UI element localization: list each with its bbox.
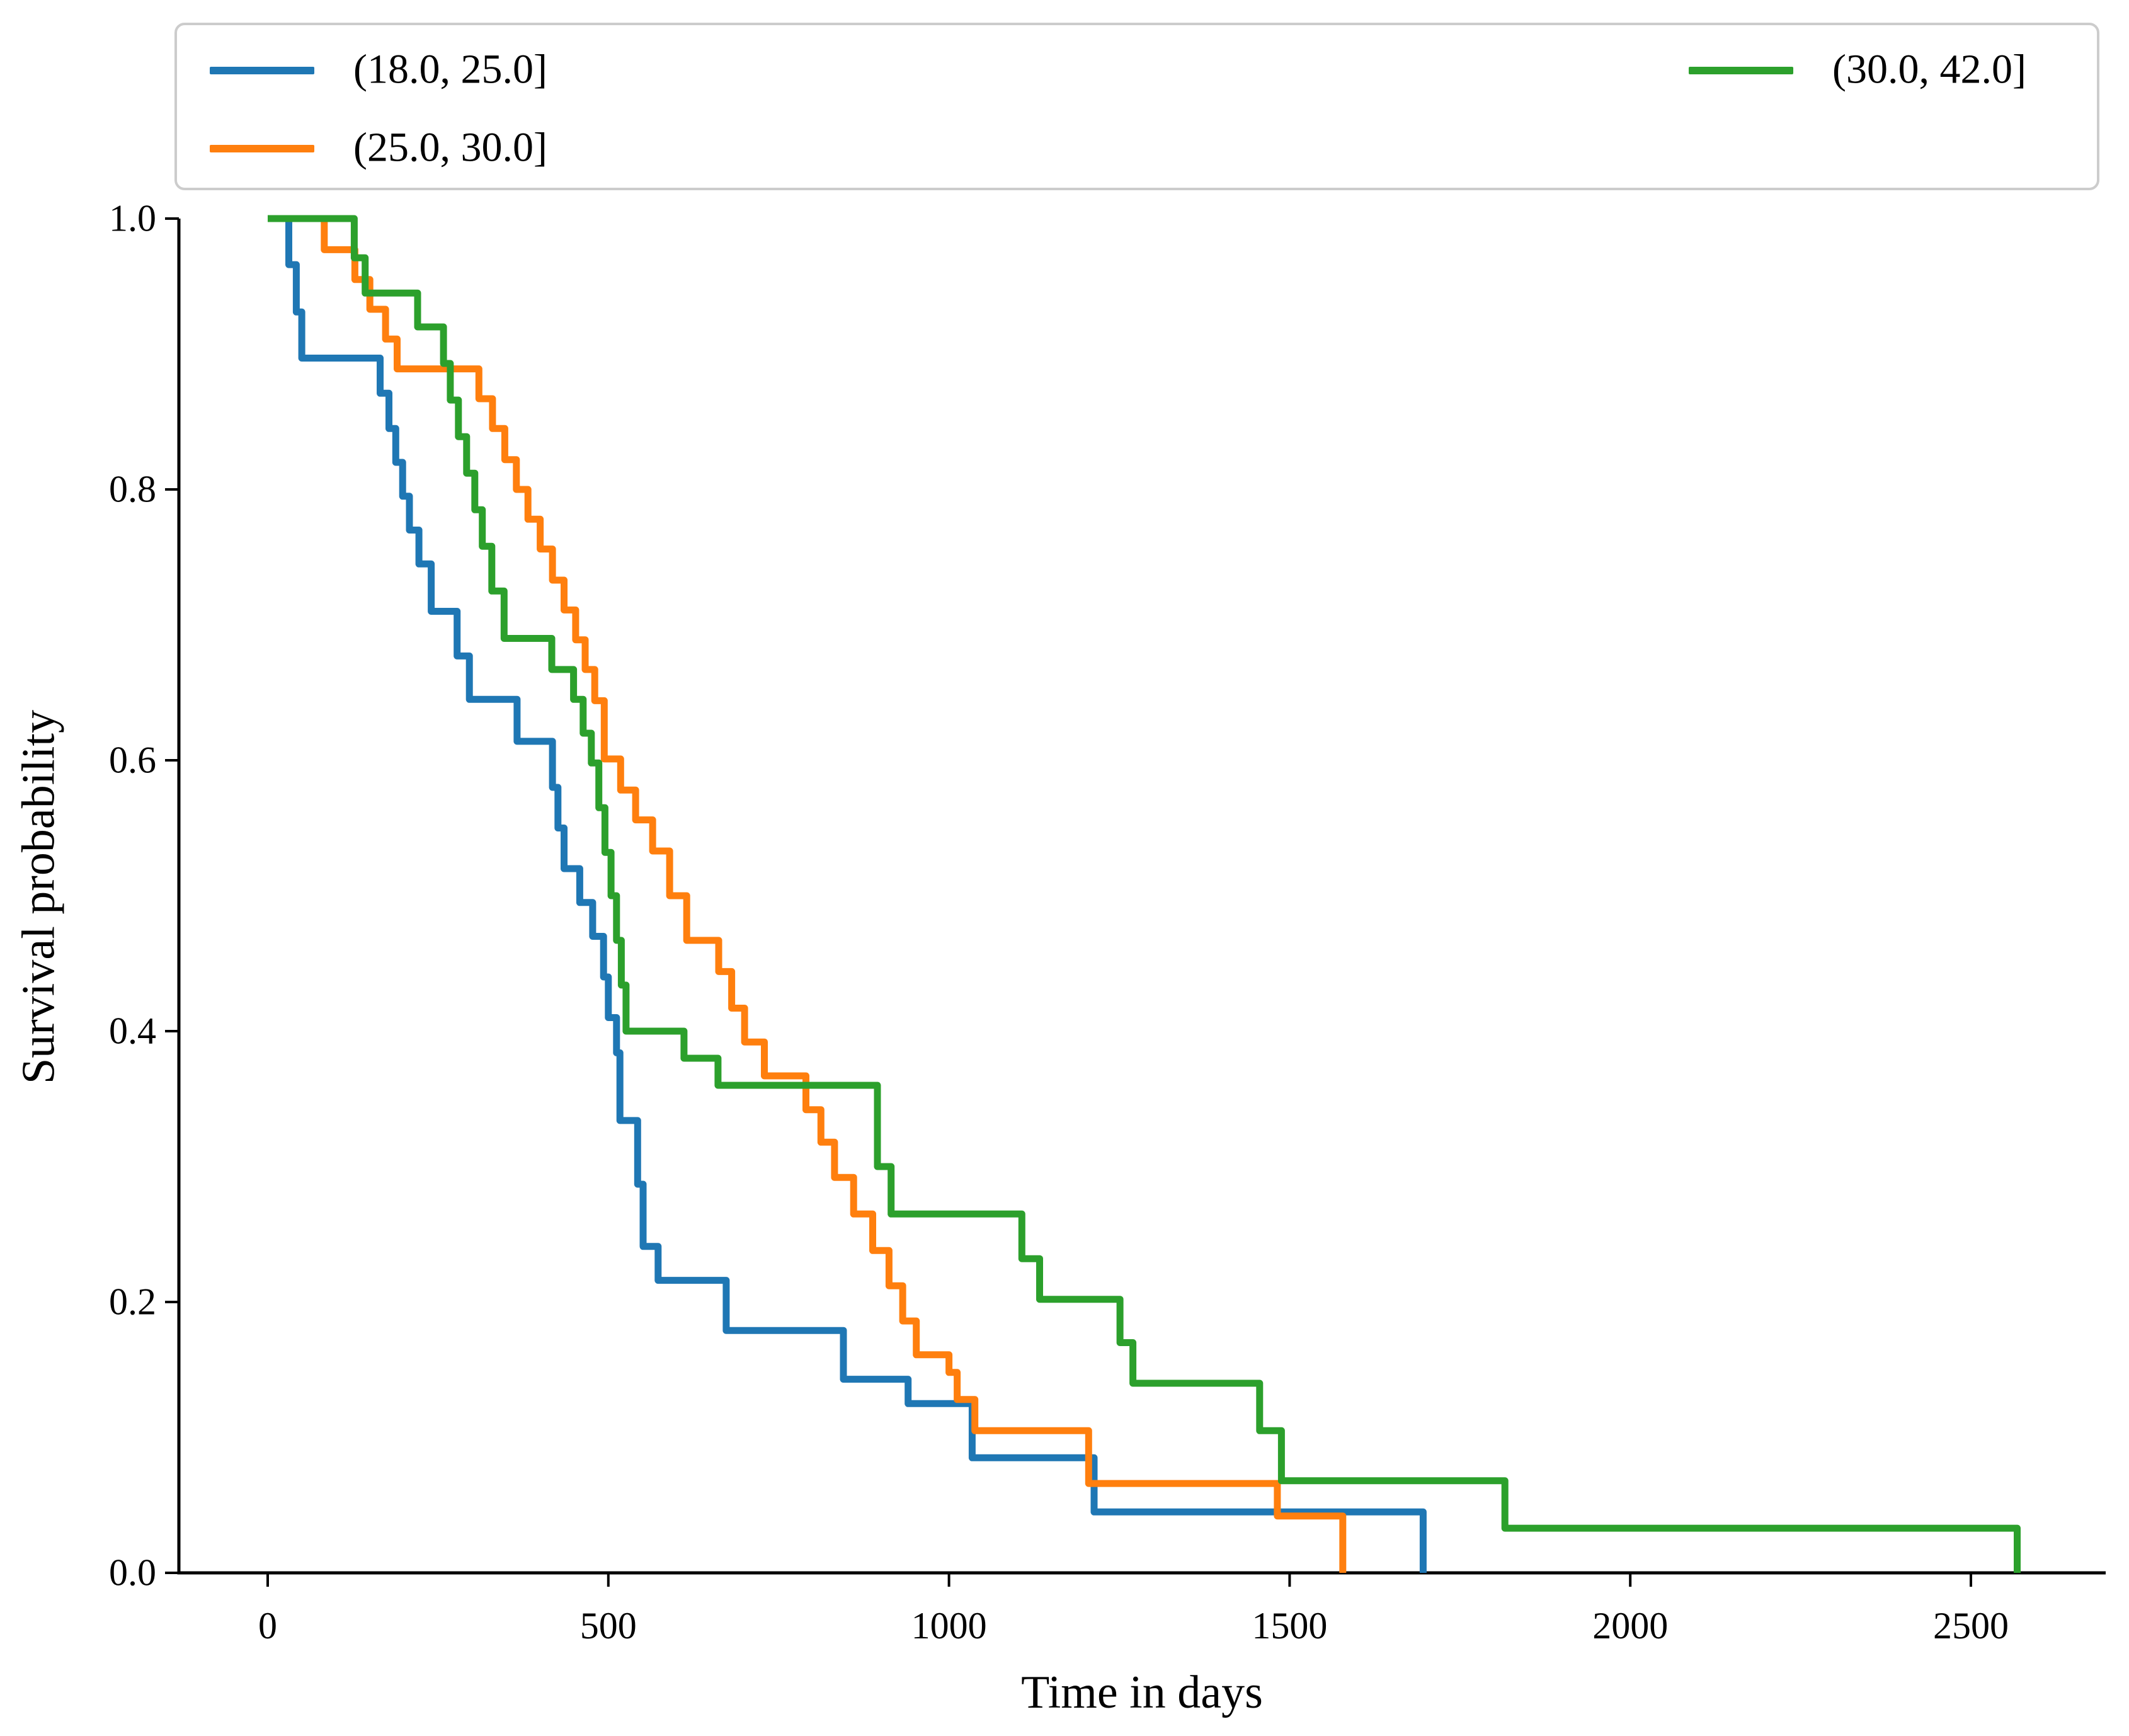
x-tick-label: 0 (258, 1605, 277, 1647)
x-tick-label: 2500 (1933, 1605, 2009, 1647)
y-tick-label: 0.2 (109, 1281, 156, 1323)
legend-swatch-green-icon (1689, 67, 1793, 74)
survival-curve-30.0-42.0 (268, 215, 2021, 1573)
x-tick-label: 500 (579, 1605, 637, 1647)
legend-box: (18.0, 25.0] (25.0, 30.0] (30.0, 42.0] (174, 23, 2099, 190)
survival-curve-18.0-25.0 (268, 215, 1427, 1573)
y-axis-title: Survival probability (13, 710, 65, 1084)
legend-swatch-orange-icon (210, 145, 314, 152)
x-tick-label: 2000 (1592, 1605, 1669, 1647)
x-tick-label: 1500 (1252, 1605, 1328, 1647)
y-tick-label: 0.4 (109, 1010, 156, 1052)
x-tick-label: 1000 (911, 1605, 987, 1647)
x-axis-title: Time in days (1021, 1667, 1263, 1718)
y-tick-label: 0.6 (109, 739, 156, 781)
legend-label: (30.0, 42.0] (1832, 46, 2026, 93)
legend-label: (18.0, 25.0] (353, 46, 547, 93)
y-tick-label: 0.8 (109, 468, 156, 510)
survival-curve-25.0-30.0 (268, 215, 1347, 1573)
y-tick-label: 0.0 (109, 1551, 156, 1594)
legend-label: (25.0, 30.0] (353, 124, 547, 171)
legend-swatch-blue-icon (210, 67, 314, 74)
y-tick-label: 1.0 (109, 197, 156, 239)
